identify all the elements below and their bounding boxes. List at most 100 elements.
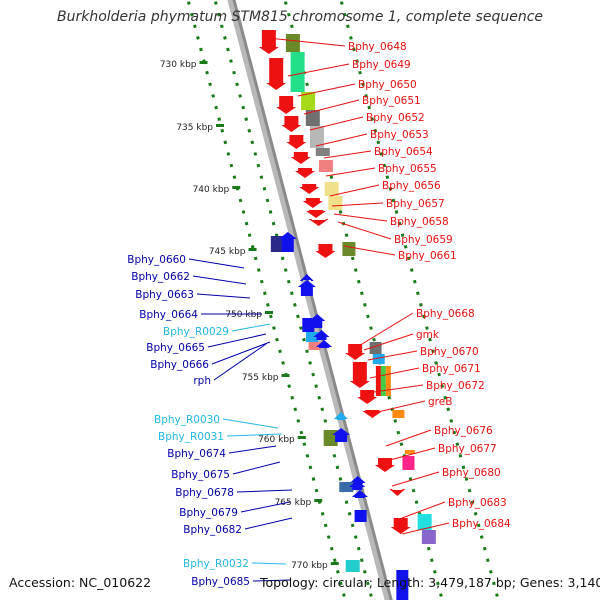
- gene-label-left[interactable]: Bphy_R0031: [158, 431, 224, 443]
- gene-label-left[interactable]: Bphy_R0032: [183, 558, 249, 570]
- gene-label-right[interactable]: Bphy_0661: [398, 250, 457, 262]
- gene-label-right[interactable]: Bphy_0649: [352, 59, 411, 71]
- gene-label-right[interactable]: Bphy_0652: [366, 112, 425, 124]
- gene-label-right[interactable]: Bphy_0683: [448, 497, 507, 509]
- gene-band[interactable]: [396, 570, 409, 600]
- gene-feature-right[interactable]: [390, 518, 411, 534]
- gene-feature-right[interactable]: [389, 489, 406, 496]
- gene-label-right[interactable]: Bphy_0659: [394, 234, 453, 246]
- gene-feature-left[interactable]: [297, 280, 316, 296]
- gene-feature-left[interactable]: [302, 318, 315, 332]
- gene-label-right[interactable]: Bphy_0650: [358, 79, 417, 91]
- gene-label-right[interactable]: Bphy_0656: [382, 180, 441, 192]
- gene-feature-right[interactable]: [306, 210, 327, 218]
- gene-label-left[interactable]: Bphy_0665: [146, 342, 205, 354]
- gene-feature-right[interactable]: [290, 152, 311, 164]
- gene-band[interactable]: [392, 410, 405, 418]
- gene-label-right[interactable]: Bphy_0677: [438, 443, 497, 455]
- gene-label-left[interactable]: Bphy_0663: [135, 289, 194, 301]
- gene-feature-right[interactable]: [349, 362, 370, 388]
- gene-label-right[interactable]: Bphy_0680: [442, 467, 501, 479]
- gene-feature-right[interactable]: [276, 96, 297, 114]
- gene-feature-left[interactable]: [332, 428, 351, 442]
- gene-feature-right[interactable]: [345, 344, 366, 360]
- gene-label-left[interactable]: Bphy_0664: [139, 309, 198, 321]
- gene-band[interactable]: [310, 126, 325, 148]
- gene-feature-left[interactable]: [345, 560, 360, 572]
- gene-band[interactable]: [342, 242, 356, 256]
- gene-feature-right[interactable]: [295, 168, 316, 178]
- gene-label-right[interactable]: Bphy_0676: [434, 425, 493, 437]
- gene-feature-right[interactable]: [286, 135, 307, 149]
- gene-band[interactable]: [285, 34, 300, 52]
- gene-feature-left[interactable]: [299, 274, 314, 281]
- gene-band[interactable]: [315, 148, 330, 156]
- gene-feature-left[interactable]: [278, 232, 297, 252]
- gene-feature-left[interactable]: [270, 236, 285, 252]
- gene-label-left[interactable]: Bphy_R0030: [154, 414, 220, 426]
- gene-label-left[interactable]: Bphy_0662: [131, 271, 190, 283]
- gene-feature-right[interactable]: [258, 30, 279, 54]
- leader-line-right: [331, 202, 384, 207]
- gene-feature-right[interactable]: [302, 198, 323, 208]
- gene-feature-right[interactable]: [357, 390, 378, 404]
- gene-band[interactable]: [421, 530, 436, 544]
- gene-feature-right[interactable]: [308, 219, 329, 226]
- gene-band[interactable]: [324, 182, 339, 196]
- gene-label-left[interactable]: Bphy_0678: [175, 487, 234, 499]
- gene-label-right[interactable]: Bphy_0671: [422, 363, 481, 375]
- gene-feature-right[interactable]: [374, 458, 395, 472]
- gene-label-left[interactable]: Bphy_0674: [167, 448, 226, 460]
- gene-label-right[interactable]: Bphy_0653: [370, 129, 429, 141]
- gene-label-right[interactable]: Bphy_0655: [378, 163, 437, 175]
- gene-feature-right[interactable]: [266, 58, 287, 90]
- gene-label-left[interactable]: rph: [193, 375, 211, 387]
- gene-feature-left[interactable]: [351, 490, 368, 498]
- gene-label-left[interactable]: Bphy_0675: [171, 469, 230, 481]
- gene-label-left[interactable]: Bphy_R0029: [163, 326, 229, 338]
- gene-band[interactable]: [404, 450, 415, 454]
- gene-feature-right[interactable]: [362, 410, 383, 418]
- gene-feature-left[interactable]: [349, 476, 366, 484]
- gene-label-left[interactable]: Bphy_0679: [179, 507, 238, 519]
- gene-feature-right[interactable]: [299, 184, 320, 194]
- gene-band[interactable]: [372, 354, 385, 364]
- gene-label-right[interactable]: Bphy_0684: [452, 518, 511, 530]
- gene-band[interactable]: [375, 366, 381, 396]
- gene-band[interactable]: [417, 514, 432, 530]
- gene-label-right[interactable]: Bphy_0651: [362, 95, 421, 107]
- gene-band[interactable]: [385, 366, 391, 396]
- gene-label-left[interactable]: Bphy_0666: [150, 359, 209, 371]
- gene-label-right[interactable]: Bphy_0670: [420, 346, 479, 358]
- gene-feature-right[interactable]: [315, 244, 336, 258]
- gene-band[interactable]: [301, 92, 316, 110]
- gene-label-left[interactable]: Bphy_0682: [183, 524, 242, 536]
- gene-label-right[interactable]: Bphy_0657: [386, 198, 445, 210]
- gene-label-right[interactable]: Bphy_0672: [426, 380, 485, 392]
- gene-band[interactable]: [402, 456, 415, 470]
- gene-band[interactable]: [380, 366, 386, 396]
- gene-feature-left[interactable]: [349, 480, 366, 490]
- gene-feature-left[interactable]: [308, 342, 321, 350]
- gene-band[interactable]: [328, 196, 343, 210]
- gene-label-right[interactable]: Bphy_0658: [390, 216, 449, 228]
- gene-feature-left[interactable]: [305, 332, 318, 342]
- gene-label-right[interactable]: greB: [428, 396, 452, 408]
- gene-band[interactable]: [305, 110, 320, 126]
- gene-feature-left[interactable]: [339, 482, 354, 492]
- gene-band[interactable]: [290, 52, 305, 92]
- gene-label-right[interactable]: Bphy_0668: [416, 308, 475, 320]
- gene-feature-left[interactable]: [309, 314, 326, 328]
- gene-label-left[interactable]: Bphy_0685: [191, 576, 250, 588]
- gene-feature-left[interactable]: [316, 340, 333, 348]
- gene-label-right[interactable]: Bphy_0654: [374, 146, 433, 158]
- leader-line-left: [244, 517, 293, 530]
- gene-feature-left[interactable]: [354, 510, 367, 522]
- gene-feature-left[interactable]: [313, 330, 330, 340]
- gene-label-right[interactable]: gmk: [416, 329, 440, 341]
- gene-feature-right[interactable]: [281, 116, 302, 132]
- gene-label-left[interactable]: Bphy_0660: [127, 254, 186, 266]
- gene-label-right[interactable]: Bphy_0648: [348, 41, 407, 53]
- gene-band[interactable]: [318, 160, 333, 172]
- gene-feature-left[interactable]: [333, 412, 348, 420]
